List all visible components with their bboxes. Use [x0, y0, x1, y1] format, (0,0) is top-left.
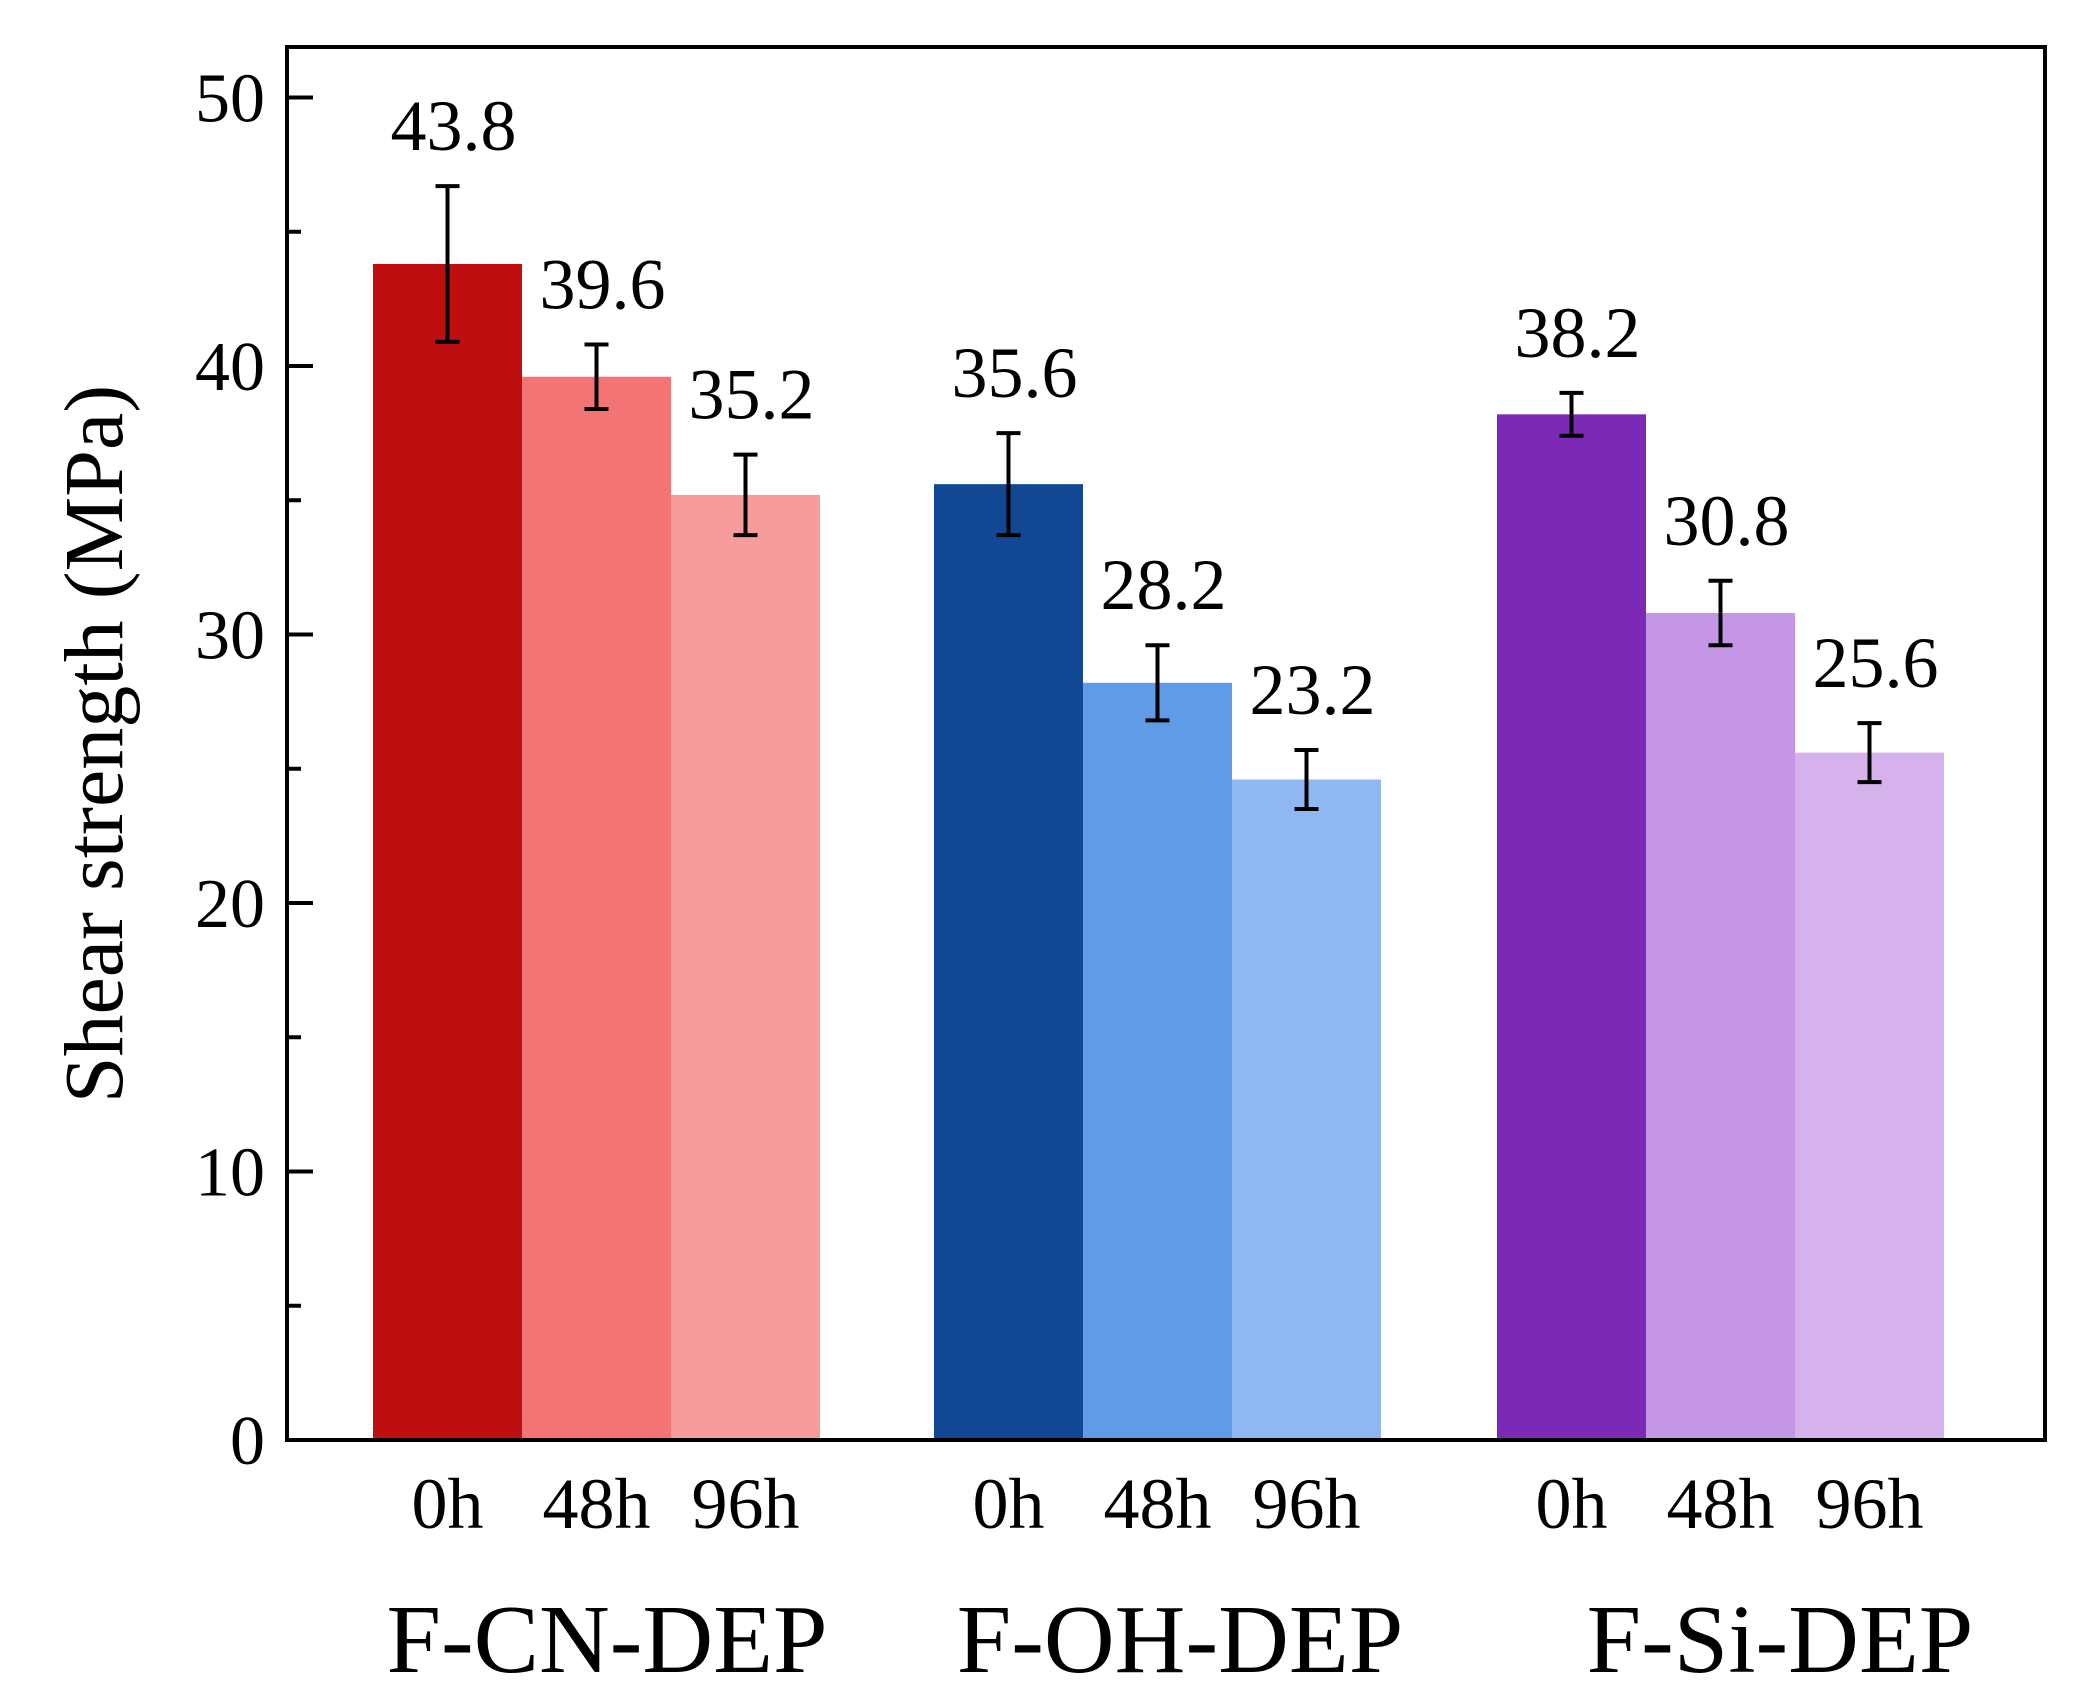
bar-f-oh-dep-0h — [934, 484, 1083, 1440]
y-tick-label: 0 — [230, 1403, 265, 1480]
bar-value-label: 35.2 — [689, 355, 815, 435]
error-bars — [435, 184, 1882, 812]
bar-value-label: 35.6 — [952, 333, 1078, 413]
bar-f-cn-dep-48h — [522, 376, 671, 1440]
bar-value-label: 28.2 — [1101, 545, 1227, 625]
x-category-label: 0h — [412, 1464, 484, 1544]
x-axis-labels: 0h 48h 96h F-CN-DEP 0h 48h 96h F-OH-DEP 0h 48h 96h… — [386, 1464, 1973, 1694]
x-category-label: 96h — [692, 1464, 800, 1544]
bar-value-label: 39.6 — [540, 245, 666, 325]
x-category-label: 48h — [1667, 1464, 1775, 1544]
x-group-label: F-OH-DEP — [957, 1586, 1403, 1694]
x-category-label: 48h — [543, 1464, 651, 1544]
bar-value-label: 23.2 — [1250, 650, 1376, 730]
bar-series — [373, 263, 1944, 1441]
y-axis-title: Shear strength (MPa) — [48, 385, 141, 1104]
bar-f-cn-dep-0h — [373, 263, 522, 1441]
bar-value-label: 25.6 — [1813, 623, 1939, 703]
x-category-label: 96h — [1253, 1464, 1361, 1544]
bar-value-labels: 43.8 39.6 35.2 35.6 28.2 23.2 38.2 30.8 25.6 — [391, 86, 1939, 730]
bar-f-oh-dep-96h — [1232, 779, 1381, 1440]
y-tick-label: 50 — [195, 61, 265, 138]
bar-value-label: 43.8 — [391, 86, 517, 166]
bar-f-si-dep-48h — [1646, 613, 1795, 1440]
bar-value-label: 38.2 — [1515, 293, 1641, 373]
y-tick-label: 30 — [195, 598, 265, 675]
x-category-label: 48h — [1104, 1464, 1212, 1544]
x-group-label: F-Si-DEP — [1587, 1586, 1974, 1694]
bar-f-si-dep-0h — [1497, 414, 1646, 1441]
y-tick-label: 10 — [195, 1135, 265, 1212]
bar-f-cn-dep-96h — [671, 494, 820, 1440]
x-category-label: 96h — [1816, 1464, 1924, 1544]
y-axis-ticks: 0 10 20 30 40 50 — [195, 61, 313, 1480]
x-category-label: 0h — [1536, 1464, 1608, 1544]
bar-value-label: 30.8 — [1664, 481, 1790, 561]
bar-f-oh-dep-48h — [1083, 682, 1232, 1440]
bar-f-si-dep-96h — [1795, 752, 1944, 1440]
x-category-label: 0h — [973, 1464, 1045, 1544]
y-tick-label: 20 — [195, 866, 265, 943]
y-tick-label: 40 — [195, 329, 265, 406]
x-group-label: F-CN-DEP — [386, 1586, 827, 1694]
plot-frame — [285, 45, 2047, 1442]
